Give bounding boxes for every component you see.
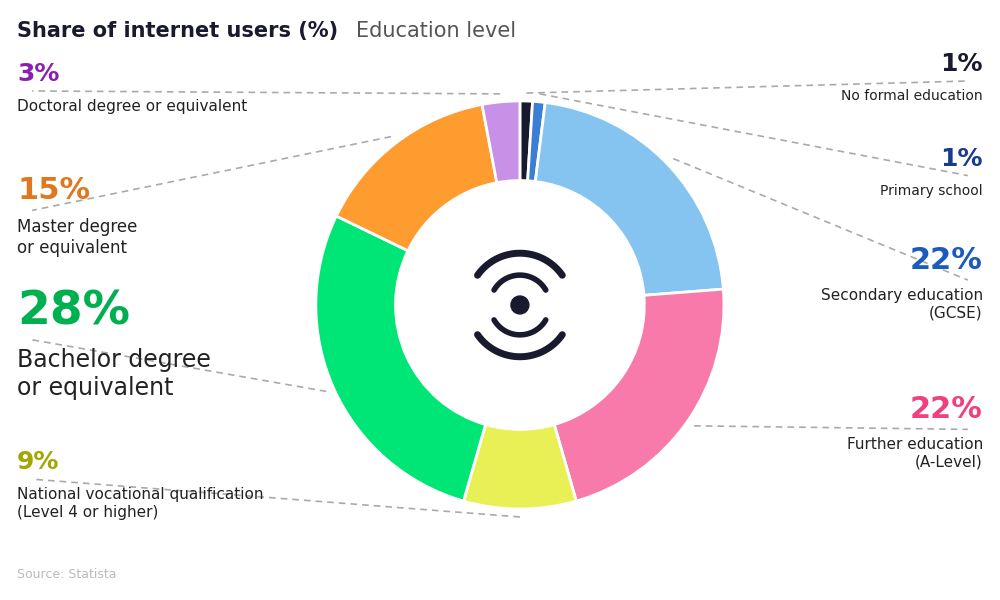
Text: Education level: Education level <box>356 21 516 41</box>
Text: 1%: 1% <box>940 52 983 76</box>
Wedge shape <box>316 216 486 501</box>
Text: Primary school: Primary school <box>880 184 983 197</box>
Wedge shape <box>554 289 724 501</box>
Wedge shape <box>464 425 576 509</box>
Text: Secondary education
(GCSE): Secondary education (GCSE) <box>821 288 983 320</box>
Circle shape <box>395 181 644 430</box>
Text: Master degree
or equivalent: Master degree or equivalent <box>17 218 138 257</box>
Text: 3%: 3% <box>17 62 60 86</box>
Text: No formal education: No formal education <box>841 89 983 103</box>
Text: 15%: 15% <box>17 176 90 205</box>
Text: 28%: 28% <box>17 290 130 335</box>
Wedge shape <box>520 101 533 181</box>
Wedge shape <box>482 101 520 183</box>
Text: 9%: 9% <box>17 450 60 474</box>
Circle shape <box>511 296 529 314</box>
Text: Source: Statista: Source: Statista <box>17 568 117 581</box>
Wedge shape <box>535 103 723 295</box>
Text: Further education
(A-Level): Further education (A-Level) <box>847 437 983 470</box>
Text: 1%: 1% <box>940 146 983 170</box>
Text: Bachelor degree
or equivalent: Bachelor degree or equivalent <box>17 348 211 400</box>
Wedge shape <box>528 101 545 182</box>
Text: 22%: 22% <box>910 395 983 424</box>
Wedge shape <box>336 104 497 251</box>
Text: National vocational qualification
(Level 4 or higher): National vocational qualification (Level… <box>17 487 264 520</box>
Text: Doctoral degree or equivalent: Doctoral degree or equivalent <box>17 99 247 114</box>
Text: 22%: 22% <box>910 246 983 275</box>
Text: Share of internet users (%): Share of internet users (%) <box>17 21 338 41</box>
